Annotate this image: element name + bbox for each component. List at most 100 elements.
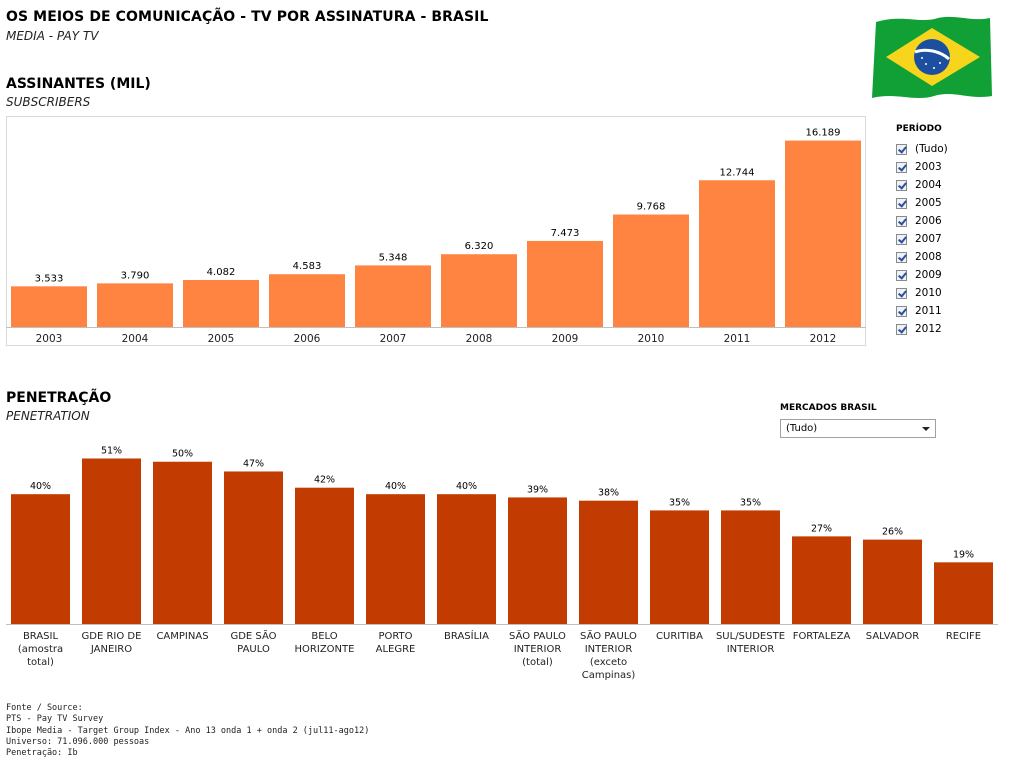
period-option[interactable]: 2007 [896, 230, 1006, 248]
data-label: 35% [740, 497, 761, 508]
checkbox-checked-icon[interactable] [896, 179, 907, 191]
data-label: 12.744 [720, 167, 755, 178]
bar [441, 254, 517, 327]
source-line: PTS - Pay TV Survey [6, 714, 104, 725]
period-option[interactable]: 2012 [896, 320, 1006, 338]
bar [269, 274, 345, 327]
checkbox-checked-icon[interactable] [896, 287, 907, 299]
x-tick-label: GDE SÃO [230, 629, 276, 642]
data-label: 3.790 [121, 270, 150, 281]
bar [295, 487, 354, 624]
data-label: 39% [527, 484, 548, 495]
source-line: Ibope Media - Target Group Index - Ano 1… [6, 725, 370, 736]
checkbox-checked-icon[interactable] [896, 269, 907, 281]
bar [224, 471, 283, 624]
data-label: 5.348 [379, 252, 408, 263]
data-label: 26% [882, 527, 903, 538]
period-option[interactable]: 2006 [896, 212, 1006, 230]
checkbox-checked-icon[interactable] [896, 305, 907, 317]
checkbox-checked-icon[interactable] [896, 251, 907, 263]
x-tick-label: (total) [522, 657, 553, 668]
bar [355, 265, 431, 327]
bar [579, 500, 638, 624]
x-tick-label: SUL/SUDESTE [716, 631, 785, 642]
data-label: 40% [385, 481, 406, 492]
x-tick-label: 2007 [380, 333, 407, 345]
bar [792, 536, 851, 624]
source-note: Fonte / Source: PTS - Pay TV Survey Ibope … [6, 703, 369, 759]
x-tick-label: (amostra [18, 644, 63, 655]
x-tick-label: BRASIL [23, 631, 59, 642]
subscribers-subtitle: SUBSCRIBERS [6, 95, 91, 109]
checkbox-checked-icon[interactable] [896, 143, 907, 155]
penetration-bar-chart: 40% BRASIL (amostra total) 51% GDE RIO DE JANE… [6, 445, 998, 681]
x-tick-label: BRASÍLIA [444, 629, 489, 642]
bar [11, 286, 87, 327]
period-option[interactable]: (Tudo) [896, 140, 1006, 158]
x-tick-label: RECIFE [946, 631, 981, 642]
period-option-label: 2011 [915, 305, 942, 317]
data-label: 38% [598, 488, 619, 499]
data-label: 9.768 [637, 202, 666, 213]
checkbox-checked-icon[interactable] [896, 323, 907, 335]
x-tick-label: Campinas) [582, 670, 636, 681]
period-option-label: 2008 [915, 251, 942, 263]
penetration-subtitle: PENETRATION [6, 409, 90, 423]
x-tick-label: 2003 [36, 333, 63, 345]
checkbox-checked-icon[interactable] [896, 161, 907, 173]
data-label: 42% [314, 475, 335, 486]
checkbox-checked-icon[interactable] [896, 197, 907, 209]
x-tick-label: 2004 [122, 333, 149, 345]
market-selected-value: (Tudo) [786, 423, 818, 434]
period-filter: PERÍODO (Tudo) 2003 2004 2005 2006 2007 2008 20… [896, 124, 1006, 338]
x-tick-label: total) [27, 657, 54, 668]
market-select[interactable]: (Tudo) [780, 419, 936, 438]
period-option[interactable]: 2003 [896, 158, 1006, 176]
data-label: 47% [243, 458, 264, 469]
bar [527, 240, 603, 327]
x-tick-label: INTERIOR [585, 644, 633, 655]
market-filter-title: MERCADOS BRASIL [780, 403, 877, 413]
data-label: 27% [811, 523, 832, 534]
data-label: 7.473 [551, 228, 580, 239]
bar [97, 283, 173, 327]
x-tick-label: SÃO PAULO [509, 629, 566, 642]
period-option-label: 2010 [915, 287, 942, 299]
source-line: Universo: 71.096.000 pessoas [6, 736, 150, 747]
source-line: Fonte / Source: [6, 703, 83, 713]
bar [613, 214, 689, 327]
checkbox-checked-icon[interactable] [896, 233, 907, 245]
period-option-label: (Tudo) [915, 143, 948, 155]
x-tick-label: 2005 [208, 333, 235, 345]
period-option[interactable]: 2005 [896, 194, 1006, 212]
x-tick-label: CAMPINAS [156, 631, 208, 642]
x-tick-label: 2009 [552, 333, 579, 345]
source-line: Penetração: Ib [6, 748, 78, 759]
data-label: 19% [953, 549, 974, 560]
chevron-down-icon [922, 427, 930, 431]
x-tick-label: 2006 [294, 333, 321, 345]
period-option-label: 2006 [915, 215, 942, 227]
x-tick-label: CURITIBA [656, 631, 703, 642]
bar [650, 510, 709, 624]
bar [508, 497, 567, 624]
period-filter-title: PERÍODO [896, 124, 942, 134]
period-option[interactable]: 2008 [896, 248, 1006, 266]
page-subtitle: MEDIA - PAY TV [6, 29, 99, 43]
period-option[interactable]: 2009 [896, 266, 1006, 284]
x-tick-label: INTERIOR [727, 644, 775, 655]
market-filter: MERCADOS BRASIL (Tudo) [780, 403, 936, 438]
data-label: 3.533 [35, 273, 64, 284]
period-option[interactable]: 2010 [896, 284, 1006, 302]
period-option[interactable]: 2011 [896, 302, 1006, 320]
subscribers-title: ASSINANTES (MIL) [6, 76, 151, 92]
period-option-label: 2007 [915, 233, 942, 245]
data-label: 51% [101, 445, 122, 456]
period-option[interactable]: 2004 [896, 176, 1006, 194]
period-option-label: 2003 [915, 161, 942, 173]
x-tick-label: ALEGRE [376, 644, 416, 655]
checkbox-checked-icon[interactable] [896, 215, 907, 227]
data-label: 40% [30, 481, 51, 492]
data-label: 16.189 [806, 128, 841, 139]
chart-frame [6, 116, 866, 346]
